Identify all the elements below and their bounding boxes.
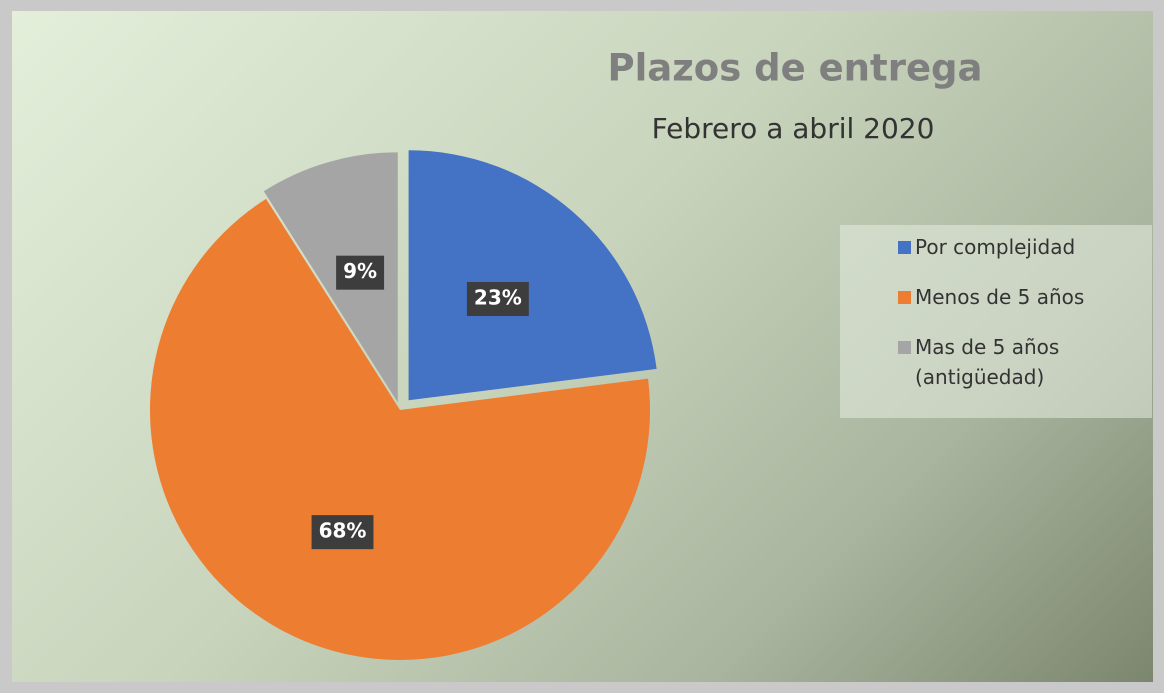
legend-item: Mas de 5 años (antigüedad)	[898, 332, 1152, 392]
chart-subtitle: Febrero a abril 2020	[652, 112, 935, 145]
pie-slice	[150, 198, 651, 660]
legend-swatch	[898, 291, 911, 304]
pie-slice	[263, 152, 398, 403]
legend-label: Menos de 5 años	[915, 285, 1085, 309]
data-label: 23%	[466, 281, 529, 316]
legend-label: Por complejidad	[915, 235, 1076, 259]
legend-item: Menos de 5 años	[898, 282, 1152, 312]
data-label: 9%	[336, 255, 385, 290]
data-label-bg	[466, 281, 529, 316]
data-label-bg	[311, 515, 374, 550]
legend-item: Por complejidad	[898, 232, 1152, 262]
legend-swatch	[898, 241, 911, 254]
data-label: 68%	[311, 515, 374, 550]
legend-swatch	[898, 341, 911, 354]
data-label-text: 9%	[343, 259, 377, 283]
legend: Por complejidad Menos de 5 años Mas de 5 a…	[840, 225, 1152, 418]
chart-title: Plazos de entrega	[607, 47, 982, 90]
data-label-text: 23%	[474, 285, 522, 309]
data-label-text: 68%	[319, 519, 367, 543]
data-label-bg	[336, 255, 385, 290]
pie-slice	[408, 150, 657, 401]
legend-label: Mas de 5 años (antigüedad)	[915, 335, 1060, 389]
